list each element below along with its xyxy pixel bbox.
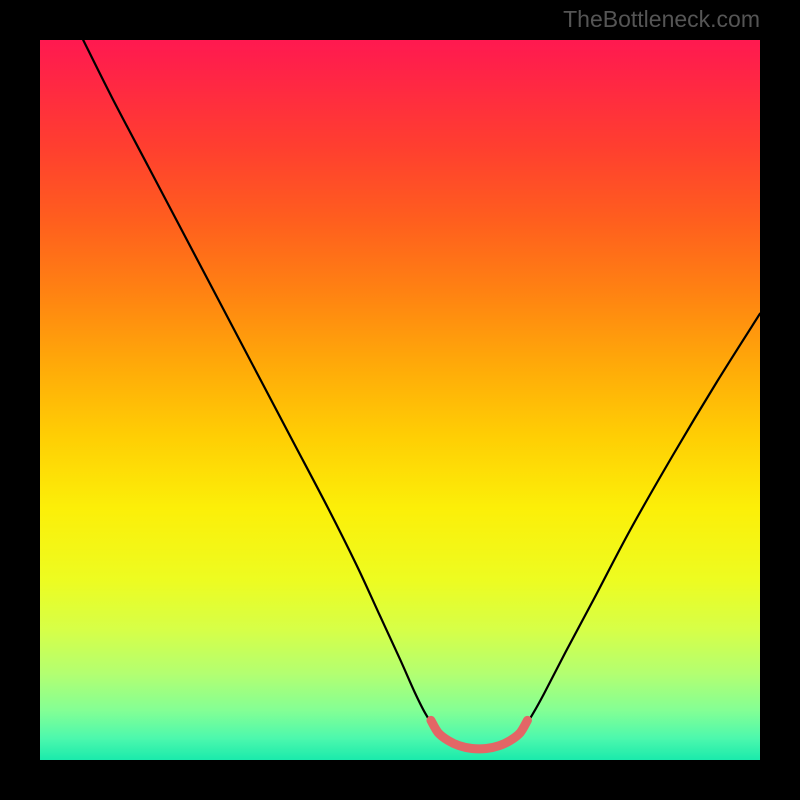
- chart-container: TheBottleneck.com: [0, 0, 800, 800]
- attribution-text: TheBottleneck.com: [563, 6, 760, 33]
- highlight-segment: [431, 720, 527, 748]
- bottleneck-curve: [83, 40, 760, 749]
- plot-area: [40, 40, 760, 760]
- chart-svg: [40, 40, 760, 760]
